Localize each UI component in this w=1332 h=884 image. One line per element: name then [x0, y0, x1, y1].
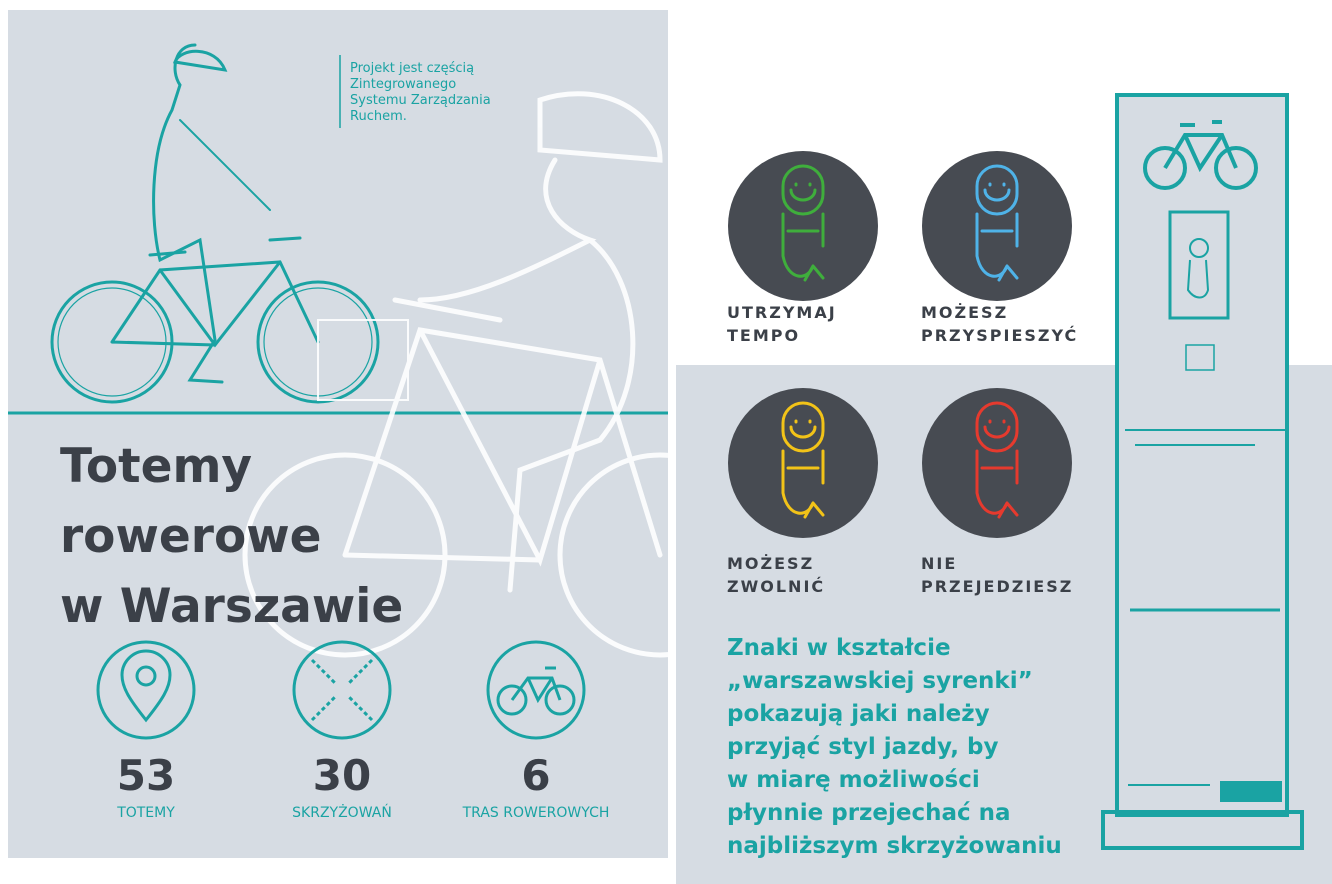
stat-number: 30 [313, 751, 371, 800]
page: {"note": {"lines": ["Projekt jest części… [0, 0, 1332, 884]
note-line: Projekt jest częścią [350, 61, 474, 76]
title-line: w Warszawie [60, 579, 403, 634]
stat-number: 53 [117, 751, 175, 800]
description-line: przyjąć styl jazdy, by [727, 734, 998, 760]
note-line: Ruchem. [350, 109, 407, 124]
sign-disc [728, 151, 878, 301]
sign-label: PRZYSPIESZYĆ [921, 326, 1078, 345]
stat-label: TRAS ROWEROWYCH [462, 805, 610, 821]
note-line: Systemu Zarządzania [350, 93, 491, 108]
sign-label: ZWOLNIĆ [727, 577, 825, 596]
sign-disc [728, 388, 878, 538]
left-panel [8, 10, 668, 858]
description-line: w miarę możliwości [727, 767, 980, 793]
sign-disc [922, 151, 1072, 301]
stat-number: 6 [521, 751, 550, 800]
description-line: „warszawskiej syrenki” [727, 668, 1033, 694]
description-line: najbliższym skrzyżowaniu [727, 833, 1062, 859]
description-line: płynnie przejechać na [727, 800, 1011, 826]
description-line: Znaki w kształcie [727, 635, 951, 661]
title-line: rowerowe [60, 509, 322, 564]
sign-label: MOŻESZ [921, 303, 1008, 322]
description-line: pokazują jaki należy [727, 701, 990, 727]
totem [1103, 95, 1302, 848]
sign-label: MOŻESZ [727, 554, 814, 573]
note-line: Zintegrowanego [350, 77, 456, 92]
sign-label: NIE [921, 554, 957, 573]
title-line: Totemy [60, 439, 252, 494]
sign-label: TEMPO [727, 326, 800, 345]
stat-label: SKRZYŻOWAŃ [292, 803, 392, 821]
sign-disc [922, 388, 1072, 538]
infographic: Projekt jest częściąZintegrowanegoSystem… [0, 0, 1332, 884]
sign-label: PRZEJEDZIESZ [921, 577, 1073, 596]
sign-label: UTRZYMAJ [727, 303, 837, 322]
stat-label: TOTEMY [116, 805, 175, 821]
